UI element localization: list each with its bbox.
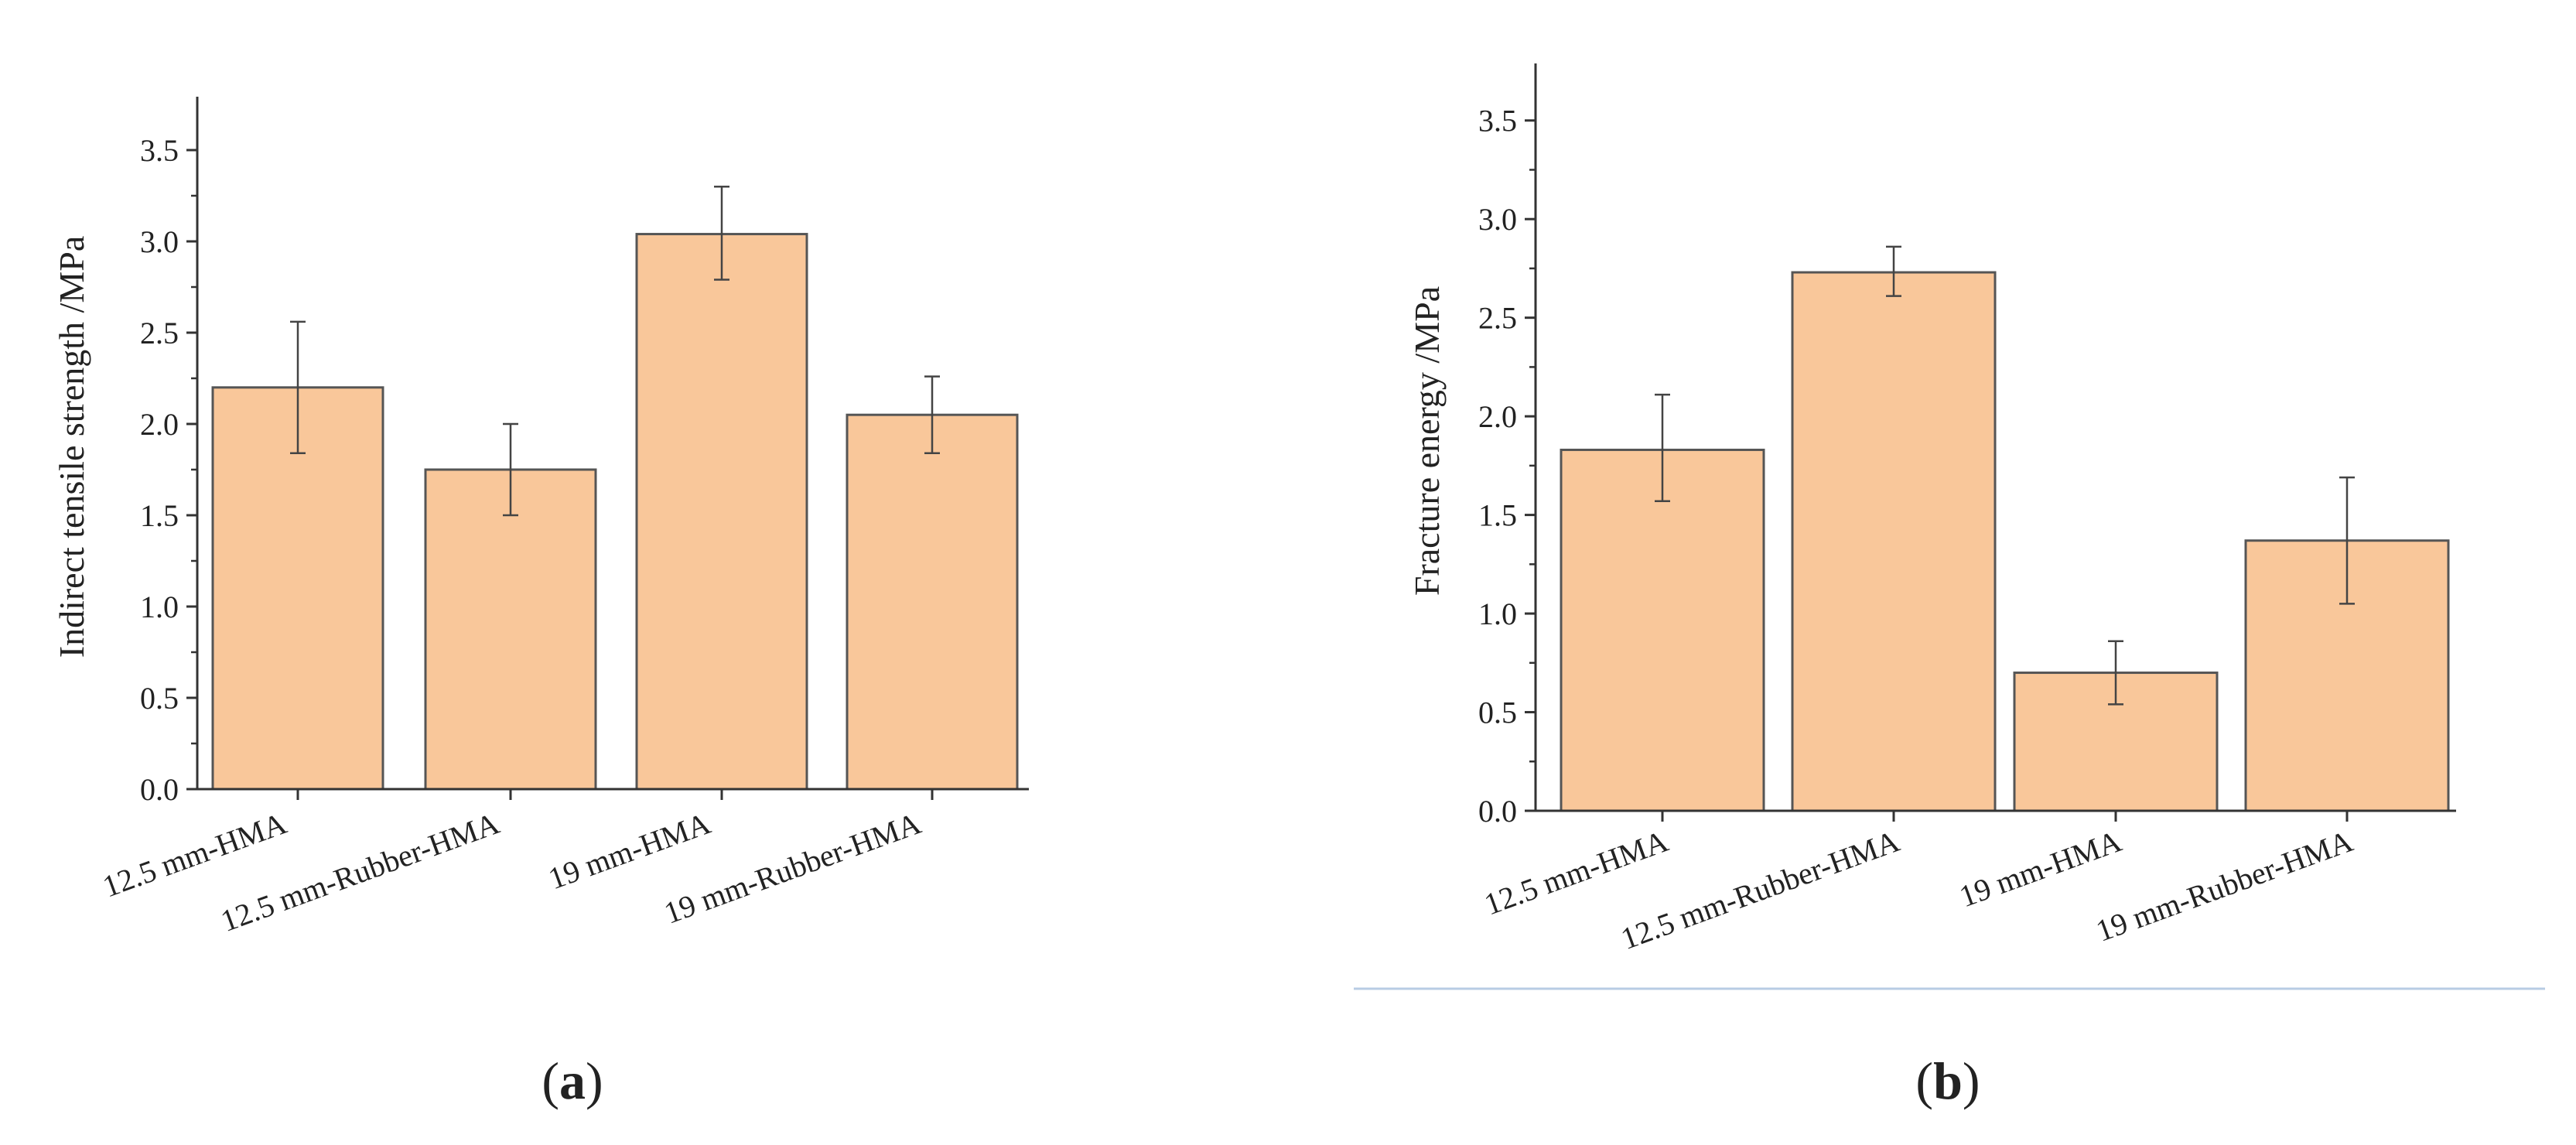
chart-a-y-tick-label: 1.0 [140, 590, 179, 624]
chart-a-x-tick-label: 19 mm-HMA [544, 805, 715, 896]
chart-a-y-tick-label: 1.5 [140, 498, 179, 533]
chart-a-bar [846, 413, 1019, 791]
chart-a-bar [211, 386, 384, 791]
chart-a-y-tick-label: 2.5 [140, 316, 179, 350]
caption-a-close: ) [586, 1051, 603, 1110]
chart-b-y-tick-label: 3.5 [1478, 104, 1517, 138]
chart-b-y-tick-label: 0.5 [1478, 696, 1517, 730]
chart-b-x-tick-label: 19 mm-Rubber-HMA [2092, 823, 2358, 948]
chart-a-y-tick-label: 3.0 [140, 224, 179, 259]
chart-a-y-axis-title: Indirect tensile strength /MPa [52, 236, 91, 658]
chart-b-error-bar [1886, 245, 1901, 297]
chart-b-error-bar [1655, 393, 1670, 503]
chart-a-error-bar [290, 320, 306, 455]
caption-b-close: ) [1963, 1051, 1980, 1110]
chart-b-y-tick-label: 0.0 [1478, 794, 1517, 829]
caption-a-open: ( [542, 1051, 559, 1110]
chart-b-bar [1791, 271, 1997, 812]
chart-b-bar [1560, 448, 1765, 812]
chart-b-error-bar [2339, 476, 2355, 605]
caption-a: (a) [542, 1051, 603, 1110]
chart-a-y-tick-label: 3.5 [140, 133, 179, 168]
chart-a-y-tick-label: 0.5 [140, 681, 179, 716]
chart-a-error-bar [503, 422, 518, 517]
chart-b: 0.00.51.01.52.02.53.03.512.5 mm-HMA12.5 … [1407, 63, 2456, 956]
chart-b-y-tick-label: 2.0 [1478, 399, 1517, 434]
caption-b: (b) [1915, 1051, 1980, 1110]
chart-b-x-tick-label: 12.5 mm-HMA [1480, 823, 1672, 921]
chart-b-y-tick-label: 1.5 [1478, 498, 1517, 533]
chart-a-error-bar [924, 375, 940, 455]
caption-b-letter: b [1933, 1051, 1963, 1110]
chart-a: 0.00.51.01.52.02.53.03.512.5 mm-HMA12.5 … [52, 97, 1029, 938]
chart-b-x-tick-label: 19 mm-HMA [1955, 823, 2126, 914]
caption-a-letter: a [559, 1051, 586, 1110]
chart-a-error-bar [714, 185, 729, 281]
caption-b-open: ( [1915, 1051, 1933, 1110]
chart-a-bar [424, 468, 597, 791]
chart-a-bar [635, 233, 808, 791]
chart-a-y-tick-label: 2.0 [140, 407, 179, 442]
chart-b-y-tick-label: 3.0 [1478, 202, 1517, 237]
chart-b-y-axis-title: Fracture energy /MPa [1407, 286, 1447, 596]
chart-a-y-tick-label: 0.0 [140, 772, 179, 807]
chart-b-error-bar [2108, 640, 2123, 706]
chart-b-y-tick-label: 2.5 [1478, 301, 1517, 336]
chart-b-y-tick-label: 1.0 [1478, 596, 1517, 631]
